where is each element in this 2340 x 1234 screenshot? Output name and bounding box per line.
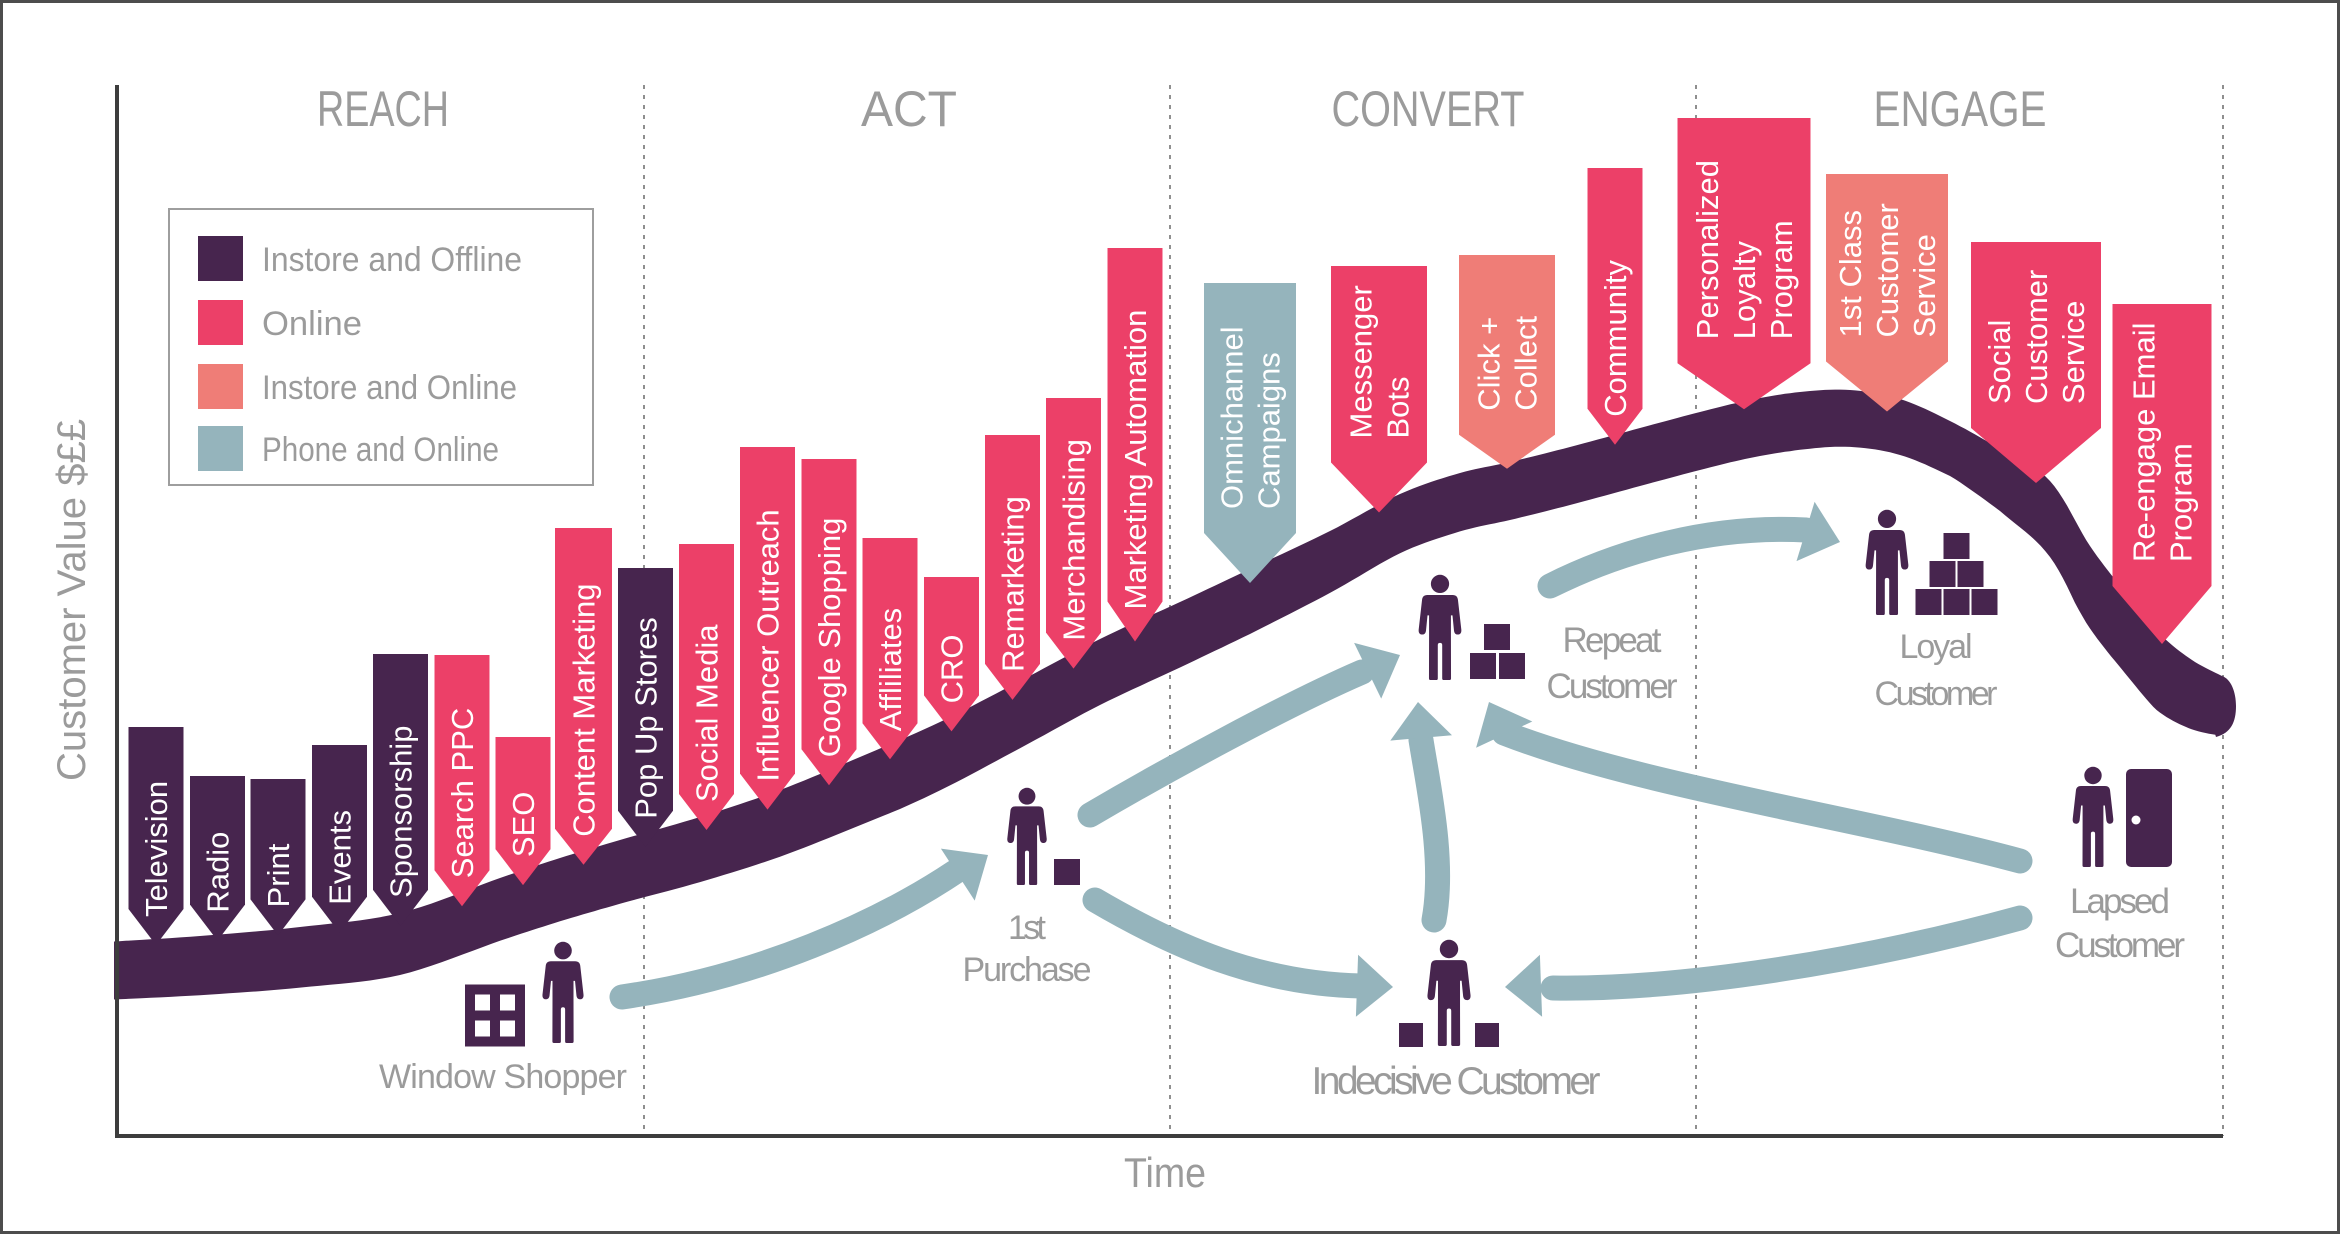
svg-text:Program: Program	[1764, 220, 1799, 339]
svg-text:Service: Service	[2056, 301, 2091, 404]
svg-text:Customer: Customer	[2019, 270, 2054, 404]
svg-text:Instore and Online: Instore and Online	[262, 369, 517, 407]
svg-text:Customer: Customer	[2055, 926, 2185, 965]
svg-text:Pop Up Stores: Pop Up Stores	[629, 617, 664, 819]
svg-text:Omnichannel: Omnichannel	[1215, 326, 1250, 509]
svg-text:Content Marketing: Content Marketing	[567, 583, 602, 836]
svg-text:Affliliates: Affliliates	[873, 608, 908, 732]
svg-text:Collect: Collect	[1509, 316, 1544, 411]
svg-text:Click +: Click +	[1472, 317, 1507, 411]
svg-text:REACH: REACH	[317, 81, 449, 137]
svg-text:Customer Value $££: Customer Value $££	[50, 419, 94, 781]
svg-text:Phone and Online: Phone and Online	[262, 431, 499, 469]
svg-text:Loyal: Loyal	[1900, 628, 1973, 666]
svg-text:ACT: ACT	[861, 81, 957, 137]
svg-text:Search PPC: Search PPC	[445, 708, 480, 879]
svg-text:Campaigns: Campaigns	[1252, 352, 1287, 509]
svg-text:CRO: CRO	[935, 635, 970, 704]
svg-text:Loyalty: Loyalty	[1727, 240, 1762, 339]
svg-text:SEO: SEO	[506, 792, 541, 857]
svg-text:Sponsorship: Sponsorship	[384, 726, 419, 898]
svg-text:Personalized: Personalized	[1690, 160, 1725, 339]
svg-text:Television: Television	[139, 781, 174, 917]
svg-text:Indecisive Customer: Indecisive Customer	[1312, 1060, 1601, 1103]
svg-text:Google Shopping: Google Shopping	[812, 518, 847, 758]
svg-text:Customer: Customer	[1547, 667, 1678, 706]
svg-text:Service: Service	[1907, 234, 1942, 337]
svg-text:Remarketing: Remarketing	[996, 496, 1031, 672]
svg-text:Customer: Customer	[1875, 675, 1998, 713]
svg-text:CONVERT: CONVERT	[1332, 81, 1525, 137]
svg-text:Influencer Outreach: Influencer Outreach	[751, 509, 786, 781]
svg-text:Radio: Radio	[201, 832, 236, 913]
svg-text:Customer: Customer	[1870, 203, 1905, 337]
svg-text:Time: Time	[1124, 1149, 1206, 1196]
svg-text:Social: Social	[1982, 320, 2017, 404]
svg-text:Online: Online	[262, 305, 362, 343]
svg-text:Window Shopper: Window Shopper	[379, 1058, 627, 1096]
svg-text:Marketing Automation: Marketing Automation	[1118, 310, 1153, 610]
svg-text:Social Media: Social Media	[690, 624, 725, 802]
svg-text:Messenger: Messenger	[1344, 285, 1379, 438]
svg-text:Merchandising: Merchandising	[1057, 439, 1092, 641]
svg-text:1st Class: 1st Class	[1833, 210, 1868, 337]
svg-text:Repeat: Repeat	[1563, 621, 1662, 660]
svg-text:Print: Print	[261, 843, 296, 907]
svg-text:Lapsed: Lapsed	[2070, 882, 2170, 921]
svg-text:1st: 1st	[1008, 909, 1047, 947]
svg-text:Program: Program	[2164, 443, 2199, 562]
svg-text:Events: Events	[323, 810, 358, 905]
svg-text:Instore and Offline: Instore and Offline	[262, 241, 522, 279]
svg-text:Community: Community	[1598, 260, 1633, 417]
svg-text:Purchase: Purchase	[963, 951, 1092, 989]
svg-text:Re-engage Email: Re-engage Email	[2127, 322, 2162, 562]
svg-text:ENGAGE: ENGAGE	[1874, 81, 2047, 137]
svg-text:Bots: Bots	[1381, 376, 1416, 438]
